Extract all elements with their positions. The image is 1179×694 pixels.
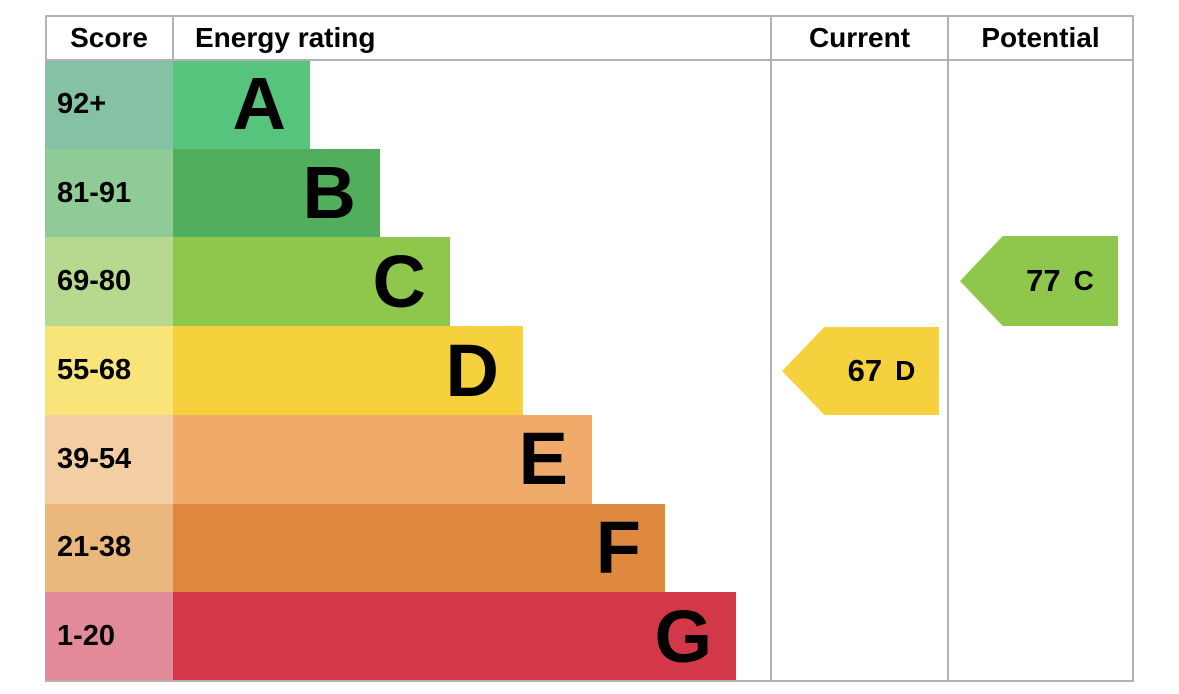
rating-row-C: 69-80 C <box>45 237 1133 327</box>
rating-bar-A: A <box>173 60 310 149</box>
rating-row-F: 21-38 F <box>45 503 1133 593</box>
rating-bar-G: G <box>173 592 736 682</box>
rating-bar-F: F <box>173 503 665 593</box>
header-bottom-border <box>45 59 1133 61</box>
rating-bar-B: B <box>173 148 380 238</box>
rating-letter: G <box>654 594 712 678</box>
score-range-cell: 81-91 <box>45 148 173 238</box>
rating-letter: D <box>445 328 499 412</box>
score-column-header: Score <box>70 22 148 53</box>
rating-letter: A <box>232 62 286 146</box>
score-range-cell: 21-38 <box>45 503 173 593</box>
rating-bar-D: D <box>173 326 523 415</box>
header-score-rating-divider <box>172 15 174 61</box>
rating-row-D: 55-68 D <box>45 326 1133 415</box>
table-bottom-border <box>45 680 1133 682</box>
rating-bar-E: E <box>173 414 592 504</box>
potential-column-header: Potential <box>981 22 1100 53</box>
score-range-cell: 92+ <box>45 60 173 149</box>
potential-rating-letter: C <box>1073 265 1094 296</box>
score-range-cell: 69-80 <box>45 237 173 327</box>
rating-row-G: 1-20 G <box>45 592 1133 682</box>
rating-rows: 92+ A 81-91 B 69-80 C 55-68 D 39-54 E 21-38 F 1-20 G <box>45 60 1133 682</box>
rating-row-E: 39-54 E <box>45 414 1133 504</box>
rating-bar-C: C <box>173 237 450 327</box>
current-rating-letter: D <box>895 355 916 386</box>
score-range-cell: 55-68 <box>45 326 173 415</box>
current-column-header: Current <box>808 22 911 53</box>
header-left-border <box>45 15 47 61</box>
rating-row-B: 81-91 B <box>45 148 1133 238</box>
energy-rating-column-header: Energy rating <box>195 22 376 53</box>
potential-column-left-border <box>947 15 949 682</box>
current-rating-value: 67 <box>847 353 883 388</box>
table-right-border <box>1132 15 1134 682</box>
current-column-left-border <box>770 15 772 682</box>
potential-rating-value: 77 <box>1026 263 1061 298</box>
rating-row-A: 92+ A <box>45 60 1133 149</box>
table-top-border <box>45 15 1133 17</box>
rating-letter: F <box>595 505 641 589</box>
rating-letter: B <box>302 151 356 235</box>
score-range-cell: 1-20 <box>45 592 173 682</box>
score-range-cell: 39-54 <box>45 414 173 504</box>
rating-letter: C <box>372 239 426 323</box>
rating-letter: E <box>518 417 568 501</box>
